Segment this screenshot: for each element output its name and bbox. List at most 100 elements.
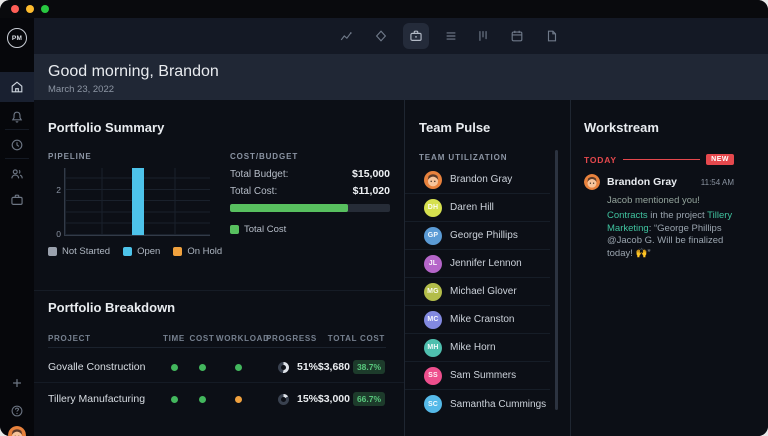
time-status-dot: [171, 396, 178, 403]
user-face-avatar: [8, 426, 26, 436]
mention-notice: Jacob mentioned you!: [607, 195, 700, 206]
avatar: MC: [424, 310, 442, 329]
team-member-row[interactable]: MG Michael Glover: [405, 278, 550, 306]
message-text: in the project: [647, 210, 708, 221]
message-avatar: [584, 174, 600, 190]
legend-item: Open: [123, 246, 160, 257]
avatar: SC: [424, 395, 442, 413]
avatar: GP: [424, 226, 442, 245]
toolbar-list-button[interactable]: [438, 23, 464, 49]
progress-donut: [278, 362, 289, 373]
project-name: Tillery Manufacturing: [48, 393, 146, 405]
sidebar-divider: [5, 158, 29, 159]
app-logo[interactable]: PM: [7, 28, 27, 48]
pipeline-label: PIPELINE: [48, 152, 92, 161]
team-member-row[interactable]: DH Daren Hill: [405, 194, 550, 222]
toolbar-reports-button[interactable]: [333, 23, 359, 49]
milestones-icon: [375, 30, 387, 42]
avatar: [424, 170, 442, 189]
portfolio-summary-title: Portfolio Summary: [48, 120, 165, 135]
portfolio-panel: Portfolio Summary PIPELINE 2 0 Not Start…: [34, 100, 404, 436]
zoom-button[interactable]: [41, 5, 49, 13]
document-icon: [547, 30, 557, 42]
toolbar-calendar-button[interactable]: [504, 23, 530, 49]
reports-icon: [340, 32, 352, 41]
toolbar-board-button[interactable]: [470, 23, 496, 49]
message-timestamp: 11:54 AM: [700, 178, 734, 187]
toolbar-portfolio-button[interactable]: [403, 23, 429, 49]
message-body: Contracts in the project Tillery Marketi…: [607, 210, 737, 260]
legend-label: On Hold: [187, 246, 223, 257]
sidebar-item-home[interactable]: [0, 72, 34, 102]
list-icon: [446, 32, 456, 40]
page-header: Good morning, Brandon March 23, 2022: [34, 54, 768, 100]
sidebar-item-projects[interactable]: [0, 185, 34, 215]
legend-item: Not Started: [48, 246, 110, 257]
avatar: JL: [424, 254, 442, 273]
team-member-row[interactable]: Brandon Gray: [405, 166, 550, 194]
member-name: Daren Hill: [450, 202, 494, 213]
table-header-divider: [48, 347, 386, 348]
section-divider: [34, 290, 404, 291]
team-member-list: Brandon Gray DH Daren Hill GP George Phi…: [405, 166, 550, 418]
team-member-row[interactable]: SS Sam Summers: [405, 362, 550, 390]
avatar: MH: [424, 338, 442, 357]
total-cost-value: $3,000: [317, 393, 350, 405]
workload-status-dot: [235, 396, 242, 403]
toolbar-milestones-button[interactable]: [368, 23, 394, 49]
progress-value: 51%: [296, 361, 318, 373]
close-button[interactable]: [11, 5, 19, 13]
sidebar-item-recent[interactable]: [0, 130, 34, 160]
avatar-initials: DH: [427, 204, 439, 211]
workstream-panel: Workstream TODAY NEW Brandon Gray 11:54 …: [571, 100, 768, 436]
table-row[interactable]: Govalle Construction 51% $3,680 38.7%: [34, 352, 404, 382]
sidebar-help-button[interactable]: [0, 396, 34, 426]
panel-divider: [570, 100, 571, 436]
team-member-row[interactable]: GP George Phillips: [405, 222, 550, 250]
bell-icon: [11, 111, 23, 123]
legend-swatch: [230, 225, 239, 234]
sidebar-item-team[interactable]: [0, 159, 34, 189]
cost-budget-block: COST/BUDGET Total Budget: $15,000 Total …: [230, 152, 390, 235]
legend-label: Open: [137, 246, 161, 257]
briefcase-icon: [11, 194, 23, 205]
avatar-initials: SS: [428, 372, 438, 379]
message-text: : “George Phillips @Jacob G. Will be fin…: [607, 222, 724, 259]
calendar-icon: [511, 30, 523, 42]
avatar-initials: JL: [428, 260, 438, 267]
budget-usage-badge: 66.7%: [353, 392, 385, 406]
clock-icon: [11, 139, 23, 151]
scrollbar-thumb[interactable]: [555, 150, 558, 410]
sidebar-user-avatar[interactable]: [8, 426, 26, 436]
total-cost-row: Total Cost: $11,020: [230, 185, 390, 197]
team-member-row[interactable]: MH Mike Horn: [405, 334, 550, 362]
cost-legend: Total Cost: [230, 224, 286, 235]
dashboard-content: Portfolio Summary PIPELINE 2 0 Not Start…: [34, 100, 768, 436]
avatar-initials: GP: [427, 232, 439, 239]
contracts-link[interactable]: Contracts: [607, 210, 648, 221]
minimize-button[interactable]: [26, 5, 34, 13]
team-member-row[interactable]: MC Mike Cranston: [405, 306, 550, 334]
avatar: DH: [424, 198, 442, 217]
team-member-row[interactable]: SC Samantha Cummings: [405, 390, 550, 418]
total-budget-row: Total Budget: $15,000: [230, 168, 390, 180]
toolbar-documents-button[interactable]: [539, 23, 565, 49]
y-axis-tick: 2: [56, 185, 61, 196]
panel-divider: [404, 100, 405, 436]
col-header-total-cost: TOTAL COST: [327, 334, 385, 343]
page-title: Good morning, Brandon: [48, 63, 219, 80]
page-date: March 23, 2022: [48, 84, 115, 95]
member-name: George Phillips: [450, 230, 518, 241]
budget-progress-track: [230, 204, 390, 212]
portfolio-breakdown-title: Portfolio Breakdown: [48, 300, 176, 315]
project-link[interactable]: Tillery Marketing: [607, 210, 733, 234]
table-row[interactable]: Tillery Manufacturing 15% $3,000 66.7%: [34, 384, 404, 414]
member-name: Brandon Gray: [450, 174, 513, 185]
pipeline-legend: Not Started Open On Hold: [48, 246, 222, 257]
help-icon: [11, 405, 23, 417]
sidebar-add-button[interactable]: [0, 368, 34, 398]
sidebar-item-notifications[interactable]: [0, 102, 34, 132]
avatar-initials: MG: [427, 288, 439, 295]
col-header-workload: WORKLOAD: [216, 334, 270, 343]
team-member-row[interactable]: JL Jennifer Lennon: [405, 250, 550, 278]
